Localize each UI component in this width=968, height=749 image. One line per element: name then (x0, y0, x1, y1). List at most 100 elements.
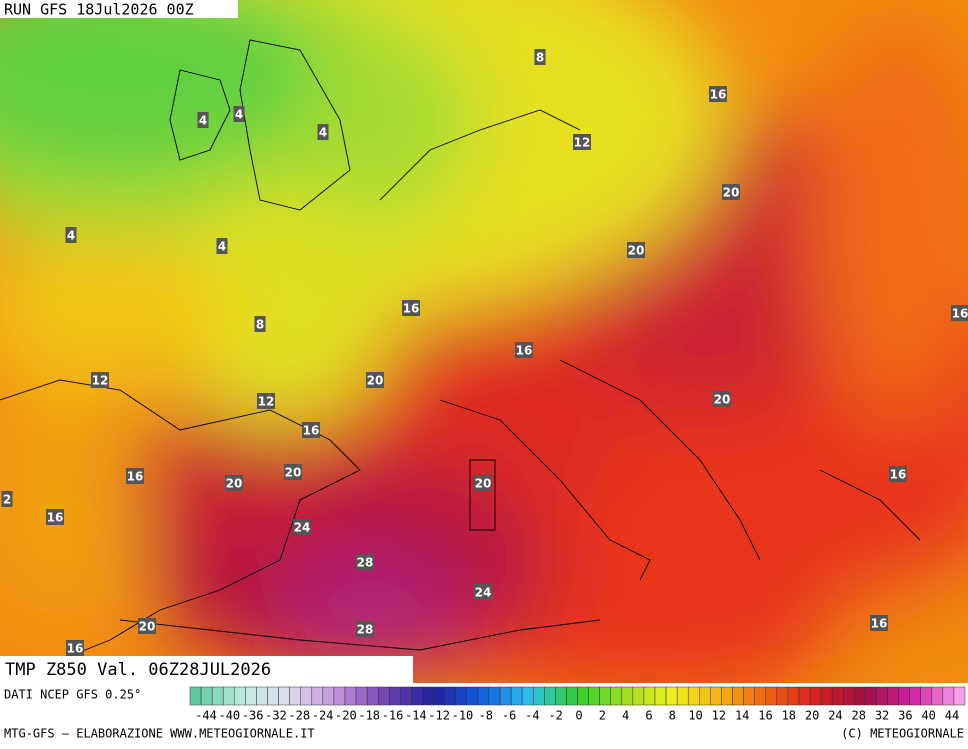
color-swatch (355, 686, 368, 706)
scale-label: 4 (622, 709, 629, 723)
scale-label: -40 (218, 709, 240, 723)
contour-label-box (709, 86, 727, 102)
color-swatch (820, 686, 833, 706)
contour-label: 20 (285, 466, 302, 480)
contour-label-box (91, 372, 109, 388)
contour-label-box (356, 554, 374, 570)
contour-label-box (515, 342, 533, 358)
color-swatch (256, 686, 268, 706)
color-swatch (621, 686, 634, 706)
scale-label: 14 (735, 709, 749, 723)
color-swatch (289, 686, 301, 706)
scale-label: -4 (525, 709, 539, 723)
contour-label: 12 (574, 136, 591, 150)
scale-label: 0 (575, 709, 582, 723)
scale-label: -36 (242, 709, 264, 723)
scale-label: -20 (335, 709, 357, 723)
color-swatch (444, 686, 456, 706)
color-swatch (854, 686, 866, 706)
color-swatch (665, 686, 678, 706)
color-swatch (754, 686, 766, 706)
contour-label: 16 (871, 617, 888, 631)
color-swatch (222, 686, 235, 706)
contour-label: 20 (714, 393, 731, 407)
map-title: TMP Z850 Val. 06Z28JUL2026 (5, 660, 271, 680)
contour-label: 28 (357, 556, 374, 570)
color-swatch (831, 686, 844, 706)
contour-label: 4 (199, 114, 207, 128)
color-swatch (311, 686, 324, 706)
color-swatch (909, 686, 921, 706)
contour-label-box (225, 475, 243, 491)
color-swatch (787, 686, 800, 706)
scale-label: -16 (382, 709, 404, 723)
color-swatch (809, 686, 822, 706)
scale-label: 28 (852, 709, 866, 723)
contour-label-box (293, 519, 311, 535)
color-swatch (732, 686, 744, 706)
contour-label: 16 (47, 511, 64, 525)
color-swatch (400, 686, 412, 706)
scale-label: 20 (805, 709, 819, 723)
contour-label: 16 (303, 424, 320, 438)
header-box (0, 0, 238, 18)
contour-label-box (46, 509, 64, 525)
contour-label: 16 (403, 302, 420, 316)
scale-label: -28 (288, 709, 310, 723)
color-swatch (211, 686, 224, 706)
color-swatch (865, 686, 877, 706)
scale-label: 12 (712, 709, 726, 723)
contour-label-box (402, 300, 420, 316)
contour-label: 16 (127, 470, 144, 484)
scale-label: 16 (758, 709, 772, 723)
contour-label-box (573, 134, 591, 150)
color-swatch (521, 686, 534, 706)
color-swatch (510, 686, 523, 706)
color-swatch (544, 686, 556, 706)
footer-right: (C) METEOGIORNALE (841, 727, 964, 741)
contour-label-box (366, 372, 384, 388)
scale-label: -44 (195, 709, 217, 723)
color-swatch (278, 686, 290, 706)
color-swatch (765, 686, 778, 706)
color-swatch (942, 686, 955, 706)
contour-label-box (233, 106, 245, 122)
contour-label: 4 (67, 229, 75, 243)
color-swatch (931, 686, 944, 706)
scale-label: 6 (645, 709, 652, 723)
scale-label: -2 (548, 709, 562, 723)
color-swatch (532, 686, 545, 706)
color-swatch (898, 686, 910, 706)
color-swatch (920, 686, 933, 706)
color-swatch (798, 686, 811, 706)
contour-label: 16 (890, 468, 907, 482)
color-swatch (366, 686, 379, 706)
scale-label: 40 (921, 709, 935, 723)
contour-label-box (284, 464, 302, 480)
contour-label-box (302, 422, 320, 438)
color-swatch (588, 686, 600, 706)
footer-left: MTG-GFS — ELABORAZIONE WWW.METEOGIORNALE… (4, 727, 315, 741)
scale-label: 36 (898, 709, 912, 723)
contour-label-box (197, 112, 209, 128)
contour-label-box (66, 640, 84, 656)
contour-label: 16 (710, 88, 727, 102)
color-swatch (599, 686, 611, 706)
contour-label: 12 (92, 374, 109, 388)
coastlines (0, 39, 921, 661)
color-swatch (577, 686, 589, 706)
color-swatch (721, 686, 733, 706)
color-swatch (566, 686, 578, 706)
contour-label: 20 (226, 477, 243, 491)
color-swatch (455, 686, 468, 706)
contour-label: 16 (516, 344, 533, 358)
contour-label: 2 (3, 493, 11, 507)
scale-label: 10 (688, 709, 702, 723)
color-swatch (488, 686, 501, 706)
scale-label: -12 (428, 709, 450, 723)
contour-label: 8 (256, 318, 264, 332)
color-swatch (632, 686, 645, 706)
temperature-field (0, 0, 968, 683)
